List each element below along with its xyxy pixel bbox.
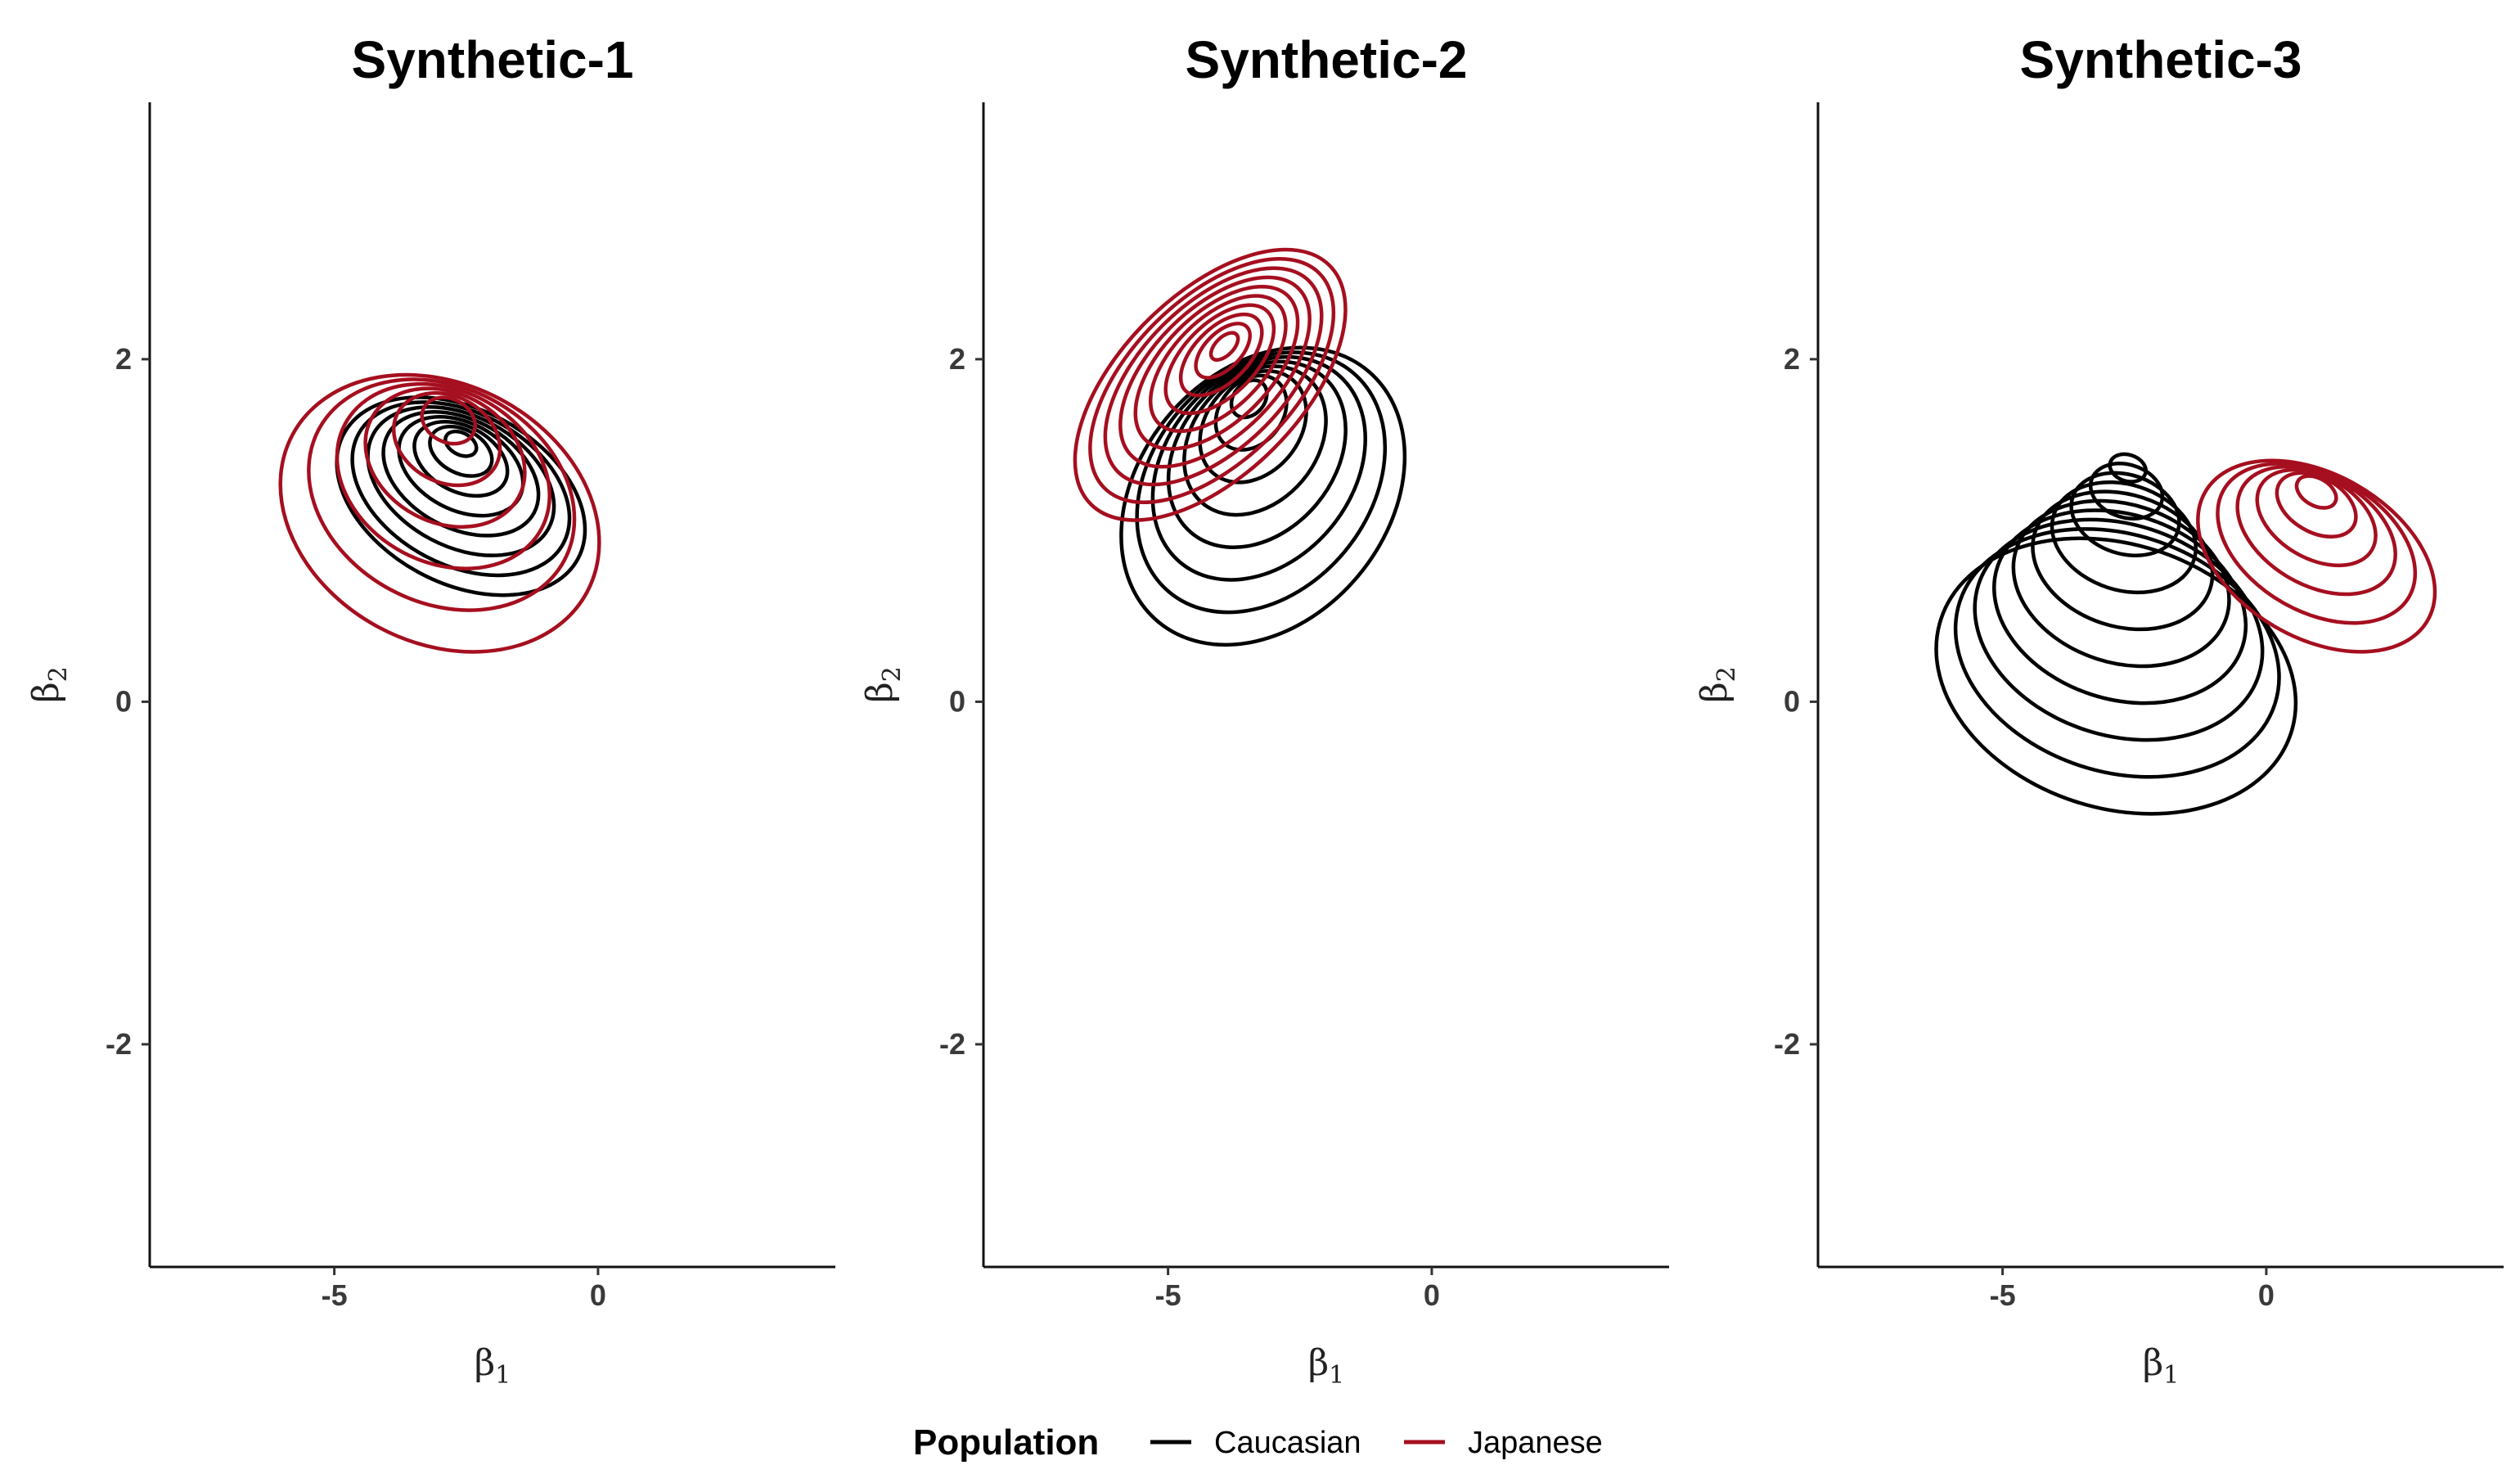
y-tick-label: 2 [115, 342, 132, 376]
legend-title: Population [913, 1422, 1099, 1463]
y-tick-label: 0 [115, 684, 132, 718]
contour-japanese-level-4 [1118, 275, 1312, 469]
panel-title: Synthetic-2 [1186, 30, 1468, 89]
contour-japanese-level-10 [1208, 331, 1240, 362]
y-axis-label: β2 [859, 666, 907, 703]
contour-japanese-level-2 [1088, 257, 1336, 505]
panels: Synthetic-1 -5 0 -2 0 2 β1 β2 Synthetic-2 -5 0 -2 0 2… [25, 30, 2504, 1390]
panel-synthetic-3: Synthetic-3 -5 0 -2 0 2 β1 β2 [1694, 30, 2504, 1390]
contour-caucasian-level-1 [1934, 536, 2298, 816]
contour-japanese-level-1 [1073, 247, 1348, 522]
contour-japanese-level-4 [2255, 467, 2378, 568]
contour-japanese-level-6 [1148, 294, 1288, 434]
contour-japanese-level-2 [307, 377, 577, 612]
contour-japanese-level-9 [1194, 322, 1252, 380]
series-japanese [2196, 458, 2437, 654]
series-japanese [278, 372, 601, 654]
legend: Population Caucasian Japanese [913, 1422, 1603, 1463]
contour-caucasian-level-9 [2088, 462, 2165, 521]
series-caucasian [1934, 452, 2298, 816]
panel-title: Synthetic-3 [2020, 30, 2302, 89]
y-tick-label: 2 [949, 342, 965, 376]
contour-caucasian-level-7 [2050, 480, 2198, 595]
panel-synthetic-1: Synthetic-1 -5 0 -2 0 2 β1 β2 [25, 30, 835, 1390]
contour-japanese-level-5 [1133, 284, 1300, 451]
contour-caucasian-level-3 [1973, 517, 2265, 742]
contour-japanese-level-5 [391, 390, 502, 488]
x-axis-label: β1 [475, 1342, 511, 1390]
legend-label-caucasian: Caucasian [1214, 1426, 1361, 1460]
contour-caucasian-level-2 [350, 400, 572, 578]
contour-japanese-level-2 [2216, 462, 2418, 625]
y-tick-label: -2 [939, 1027, 965, 1061]
x-tick-label: -5 [1155, 1278, 1181, 1312]
x-tick-label: 0 [1424, 1278, 1440, 1312]
contour-japanese-level-3 [335, 381, 551, 570]
x-axis-label: β1 [2143, 1342, 2180, 1390]
contour-caucasian-level-5 [2011, 498, 2231, 669]
contour-japanese-level-8 [1178, 312, 1264, 398]
legend-label-japanese: Japanese [1468, 1426, 1603, 1460]
contour-japanese-level-4 [363, 386, 527, 530]
contour-japanese-level-1 [278, 372, 601, 654]
contour-caucasian-level-2 [1953, 527, 2281, 779]
contour-japanese-level-1 [2196, 458, 2437, 654]
panel-title: Synthetic-1 [352, 30, 634, 89]
series-caucasian [1119, 345, 1407, 647]
contour-caucasian-level-8 [2069, 471, 2181, 558]
panel-synthetic-2: Synthetic-2 -5 0 -2 0 2 β1 β2 [859, 30, 1669, 1390]
contour-caucasian-level-10 [2108, 452, 2148, 484]
contour-japanese-level-3 [1103, 266, 1324, 487]
contour-japanese-level-6 [420, 395, 478, 446]
x-axis-label: β1 [1308, 1342, 1345, 1390]
y-tick-label: -2 [106, 1027, 132, 1061]
x-tick-label: 0 [590, 1278, 606, 1312]
y-tick-label: 0 [1784, 684, 1800, 718]
contour-caucasian-level-6 [2031, 489, 2215, 632]
contour-japanese-level-7 [1163, 303, 1276, 416]
y-tick-label: -2 [1774, 1027, 1800, 1061]
contour-japanese-level-3 [2235, 465, 2397, 597]
contour-caucasian-level-6 [1198, 368, 1308, 485]
series-japanese [1073, 247, 1348, 522]
contour-japanese-level-6 [2294, 474, 2338, 510]
contour-caucasian-level-4 [1166, 359, 1348, 549]
contour-caucasian-level-3 [1150, 354, 1367, 582]
x-tick-label: -5 [1990, 1278, 2016, 1312]
contour-japanese-level-5 [2275, 471, 2358, 539]
y-tick-label: 2 [1784, 342, 1800, 376]
y-tick-label: 0 [949, 684, 965, 718]
contour-caucasian-level-1 [1119, 345, 1407, 647]
y-axis-label: β2 [25, 666, 73, 703]
contour-caucasian-level-8 [443, 429, 479, 458]
x-tick-label: -5 [322, 1278, 348, 1312]
x-tick-label: 0 [2258, 1278, 2275, 1312]
y-axis-label: β2 [1694, 666, 1741, 703]
contour-caucasian-level-5 [1182, 364, 1328, 517]
contour-caucasian-level-4 [1992, 508, 2248, 705]
